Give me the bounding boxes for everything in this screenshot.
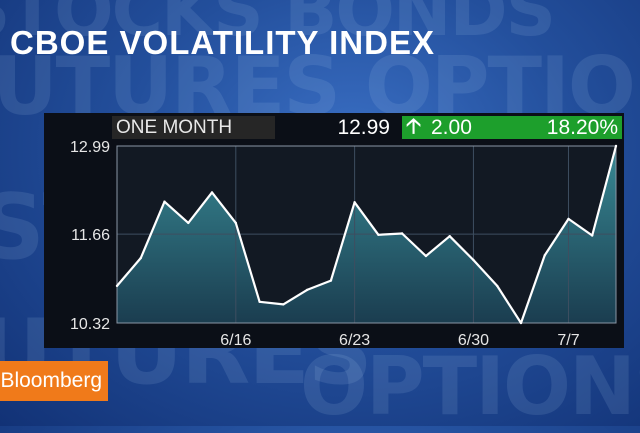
data-point <box>210 191 214 194</box>
series-line <box>116 145 618 325</box>
data-point <box>115 284 119 288</box>
last-value: 12.99 <box>280 116 398 139</box>
change-badge: 🡡 2.00 18.20% <box>402 115 622 139</box>
background-watermark: OPTIONS <box>300 340 640 433</box>
data-point <box>139 256 142 260</box>
data-point <box>591 234 594 237</box>
data-point <box>234 221 237 225</box>
page-title: CBOE VOLATILITY INDEX <box>10 24 435 61</box>
data-point <box>377 233 380 236</box>
y-tick-label: 11.66 <box>71 227 110 244</box>
data-point <box>282 303 285 306</box>
data-point <box>400 232 404 235</box>
data-point <box>472 258 475 262</box>
data-point <box>567 217 570 221</box>
data-point <box>614 144 618 148</box>
x-tick-label: 6/16 <box>220 332 251 349</box>
data-point <box>329 279 333 282</box>
data-point <box>187 221 190 225</box>
data-point <box>163 200 166 203</box>
up-arrow-icon: 🡡 <box>406 115 422 138</box>
plot-border <box>116 145 617 324</box>
x-tick-label: 7/7 <box>557 332 579 349</box>
data-point <box>353 201 356 204</box>
data-point <box>496 284 499 288</box>
data-point <box>258 300 261 303</box>
data-point <box>448 235 451 238</box>
x-tick-label: 6/23 <box>339 332 370 349</box>
bloomberg-logo: Bloomberg <box>0 361 108 401</box>
data-point <box>305 288 309 292</box>
x-tick-label: 6/30 <box>458 332 489 349</box>
data-point <box>424 254 428 258</box>
data-point <box>543 254 546 257</box>
data-point <box>519 321 523 325</box>
background-watermark: STOCKS BONDS <box>0 0 556 52</box>
change-value: 2.00 <box>431 116 472 139</box>
period-label: ONE MONTH <box>112 116 275 139</box>
y-tick-label: 10.32 <box>70 316 110 333</box>
change-percent: 18.20% <box>546 116 618 139</box>
y-tick-label: 12.99 <box>70 139 110 156</box>
